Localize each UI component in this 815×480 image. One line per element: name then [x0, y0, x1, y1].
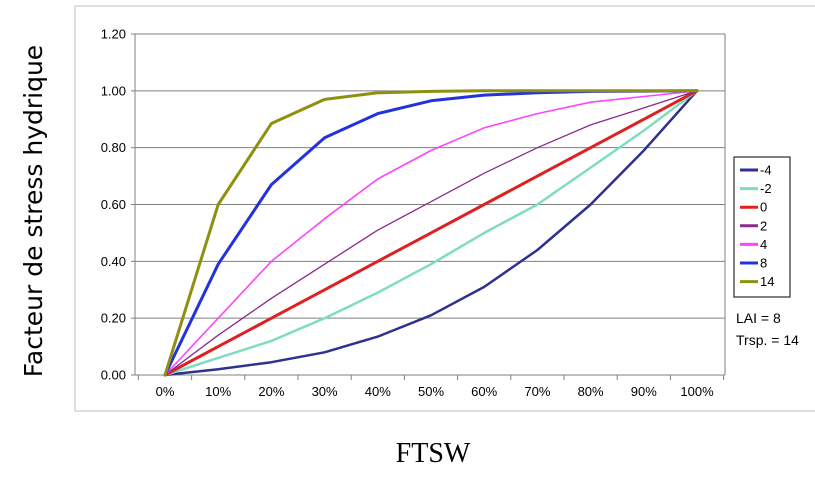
- x-tick-label: 90%: [631, 384, 657, 399]
- series-line-0: [163, 89, 699, 377]
- series-layer: [163, 89, 699, 377]
- legend-item: -4: [740, 163, 772, 178]
- annotation-lai: LAI = 8: [736, 310, 781, 326]
- series-line-minus4: [163, 89, 699, 377]
- x-tick-label: 20%: [258, 384, 284, 399]
- y-tick-label: 1.00: [101, 83, 126, 98]
- y-tick-label: 0.40: [101, 254, 126, 269]
- legend-item: 2: [740, 218, 767, 233]
- legend-item: 0: [740, 200, 767, 215]
- y-tick-label: 0.20: [101, 311, 126, 326]
- x-tick-label: 70%: [524, 384, 550, 399]
- y-tick-label: 0.80: [101, 140, 126, 155]
- x-tick-label: 40%: [365, 384, 391, 399]
- y-tick-label: 0.00: [101, 368, 126, 383]
- series-line-4: [164, 90, 698, 376]
- legend-label: -4: [760, 163, 772, 178]
- x-tick-label: 100%: [680, 384, 714, 399]
- x-tick-label: 30%: [312, 384, 338, 399]
- x-tick-label: 80%: [578, 384, 604, 399]
- legend-label: 2: [760, 218, 767, 233]
- legend-item: 14: [740, 274, 774, 289]
- legend-label: 8: [760, 256, 767, 271]
- legend-item: 8: [740, 256, 767, 271]
- x-axis-label: FTSW: [396, 438, 471, 469]
- series-line-14: [163, 89, 699, 377]
- x-tick-label: 60%: [471, 384, 497, 399]
- annotation-trsp: Trsp. = 14: [736, 332, 799, 348]
- legend-item: 4: [740, 237, 767, 252]
- y-tick-label: 1.20: [101, 27, 126, 42]
- series-line-2: [164, 90, 698, 376]
- legend: -4 -2 0 2 4 8 14: [733, 156, 791, 298]
- series-line-minus2: [163, 89, 699, 377]
- ticks-layer: 0.00 0.20 0.40 0.60 0.80 1.00 1.20 0% 10% 20% 30% 4…: [101, 27, 714, 400]
- legend-item: -2: [740, 181, 772, 196]
- legend-items: -4 -2 0 2 4 8 14: [740, 163, 774, 289]
- x-tick-label: 50%: [418, 384, 444, 399]
- x-tick-label: 0%: [156, 384, 175, 399]
- x-tick-label: 10%: [205, 384, 231, 399]
- legend-label: -2: [760, 181, 772, 196]
- legend-label: 4: [760, 237, 767, 252]
- y-axis-label: Facteur de stress hydrique: [19, 45, 48, 377]
- legend-label: 0: [760, 200, 767, 215]
- y-tick-label: 0.60: [101, 197, 126, 212]
- axis-layer: [131, 33, 726, 380]
- legend-label: 14: [760, 274, 774, 289]
